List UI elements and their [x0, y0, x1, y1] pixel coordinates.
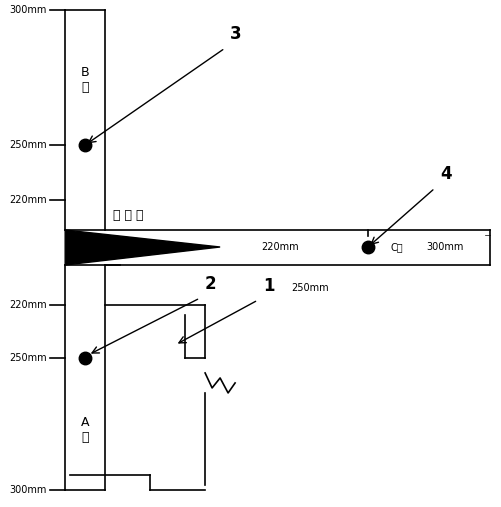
Text: 300mm: 300mm [10, 485, 47, 495]
Text: B
区: B 区 [81, 66, 90, 94]
Text: 250mm: 250mm [10, 140, 47, 150]
Text: 250mm: 250mm [291, 283, 329, 293]
Text: 220mm: 220mm [10, 195, 47, 205]
Text: 220mm: 220mm [10, 300, 47, 310]
Text: 220mm: 220mm [261, 242, 299, 252]
Polygon shape [65, 230, 220, 265]
Text: A
区: A 区 [81, 416, 89, 444]
Text: 2: 2 [205, 275, 217, 293]
Text: 1: 1 [263, 277, 275, 295]
Text: 300mm: 300mm [426, 242, 464, 252]
Text: 3: 3 [230, 25, 241, 43]
Text: 250mm: 250mm [10, 353, 47, 363]
Text: C区: C区 [390, 242, 403, 252]
Text: 焊 缝 区: 焊 缝 区 [113, 209, 144, 222]
Text: 300mm: 300mm [10, 5, 47, 15]
Text: 4: 4 [440, 165, 451, 183]
